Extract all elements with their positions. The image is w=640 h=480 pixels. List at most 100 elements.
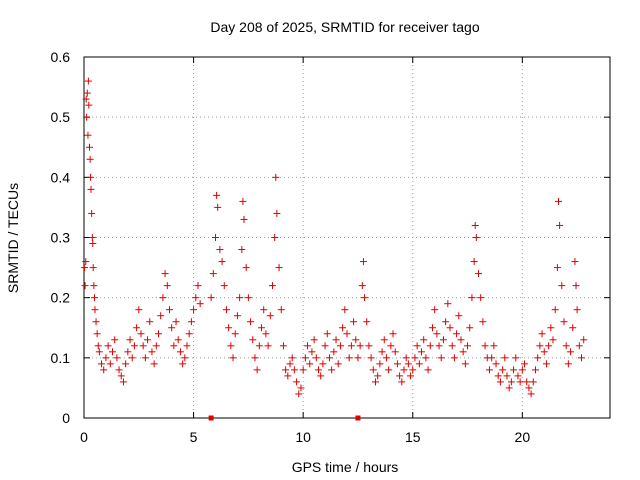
data-point — [190, 306, 198, 314]
data-point — [437, 354, 445, 362]
data-point — [253, 366, 261, 374]
data-point — [545, 342, 553, 350]
data-point — [572, 282, 580, 290]
data-point — [152, 342, 160, 350]
data-point — [573, 306, 581, 314]
data-point — [159, 294, 167, 302]
data-point — [422, 354, 430, 362]
data-point — [139, 342, 147, 350]
data-point — [578, 354, 586, 362]
data-point — [420, 336, 428, 344]
data-point — [464, 342, 472, 350]
data-point — [510, 366, 518, 374]
data-point — [133, 324, 141, 332]
data-point — [100, 366, 108, 374]
data-point — [439, 336, 447, 344]
data-point — [446, 324, 454, 332]
data-point — [293, 378, 301, 386]
data-point — [558, 282, 566, 290]
data-point — [571, 258, 579, 266]
data-point — [413, 342, 421, 350]
data-point — [501, 354, 509, 362]
data-point — [556, 221, 564, 229]
data-point — [560, 318, 568, 326]
data-point — [461, 360, 469, 368]
data-point — [87, 173, 95, 181]
data-point — [444, 300, 452, 308]
data-point — [275, 264, 283, 272]
data-point — [122, 360, 130, 368]
data-point — [244, 294, 252, 302]
y-tick-label: 0.3 — [51, 230, 71, 246]
data-point — [264, 342, 272, 350]
data-point — [431, 306, 439, 314]
data-point — [183, 342, 191, 350]
data-point — [92, 318, 100, 326]
data-point — [402, 354, 410, 362]
data-point — [192, 294, 200, 302]
data-point — [321, 342, 329, 350]
data-point — [98, 360, 106, 368]
x-tick-label: 5 — [190, 429, 198, 445]
data-point — [82, 258, 90, 266]
x-tick-label: 10 — [295, 429, 311, 445]
data-point — [119, 378, 127, 386]
data-point — [529, 378, 537, 386]
data-point — [290, 366, 298, 374]
data-point — [512, 354, 520, 362]
data-point — [229, 354, 237, 362]
data-point — [115, 366, 123, 374]
data-point — [317, 372, 325, 380]
data-point — [376, 360, 384, 368]
data-point — [239, 197, 247, 205]
data-point — [378, 348, 386, 356]
data-point — [130, 342, 138, 350]
data-point — [433, 330, 441, 338]
data-point — [315, 366, 323, 374]
data-point — [181, 354, 189, 362]
data-point — [356, 342, 364, 350]
data-point — [538, 330, 546, 338]
data-point — [213, 191, 221, 199]
data-point — [86, 155, 94, 163]
data-point — [174, 336, 182, 344]
data-point — [418, 348, 426, 356]
data-point — [90, 282, 98, 290]
data-point — [238, 246, 246, 254]
data-point — [81, 282, 89, 290]
axis-ticks: 0 0.1 0.2 0.3 0.4 0.5 0.6 0 5 10 15 20 — [51, 49, 610, 445]
data-point — [83, 113, 91, 121]
data-point — [365, 342, 373, 350]
data-point — [212, 234, 219, 241]
data-point — [393, 360, 401, 368]
data-point — [536, 342, 544, 350]
data-point — [534, 354, 542, 362]
data-point — [218, 258, 226, 266]
data-point — [435, 342, 443, 350]
data-point — [306, 360, 314, 368]
data-point — [507, 378, 515, 386]
data-point — [350, 318, 358, 326]
data-point — [540, 348, 548, 356]
x-tick-label: 0 — [80, 429, 88, 445]
data-point — [273, 209, 281, 217]
data-point — [87, 185, 95, 193]
data-point — [549, 336, 557, 344]
data-point — [82, 95, 90, 103]
data-point — [374, 372, 382, 380]
data-point — [466, 324, 474, 332]
data-point — [567, 348, 575, 356]
data-point — [411, 354, 419, 362]
data-point — [85, 143, 93, 151]
data-point — [150, 360, 158, 368]
data-point — [371, 378, 379, 386]
data-point — [137, 330, 145, 338]
data-point — [457, 336, 465, 344]
data-point — [168, 324, 176, 332]
data-point — [262, 330, 270, 338]
data-point — [282, 366, 290, 374]
data-point — [236, 294, 244, 302]
data-point — [176, 348, 184, 356]
data-point — [84, 131, 92, 139]
data-point — [347, 342, 355, 350]
